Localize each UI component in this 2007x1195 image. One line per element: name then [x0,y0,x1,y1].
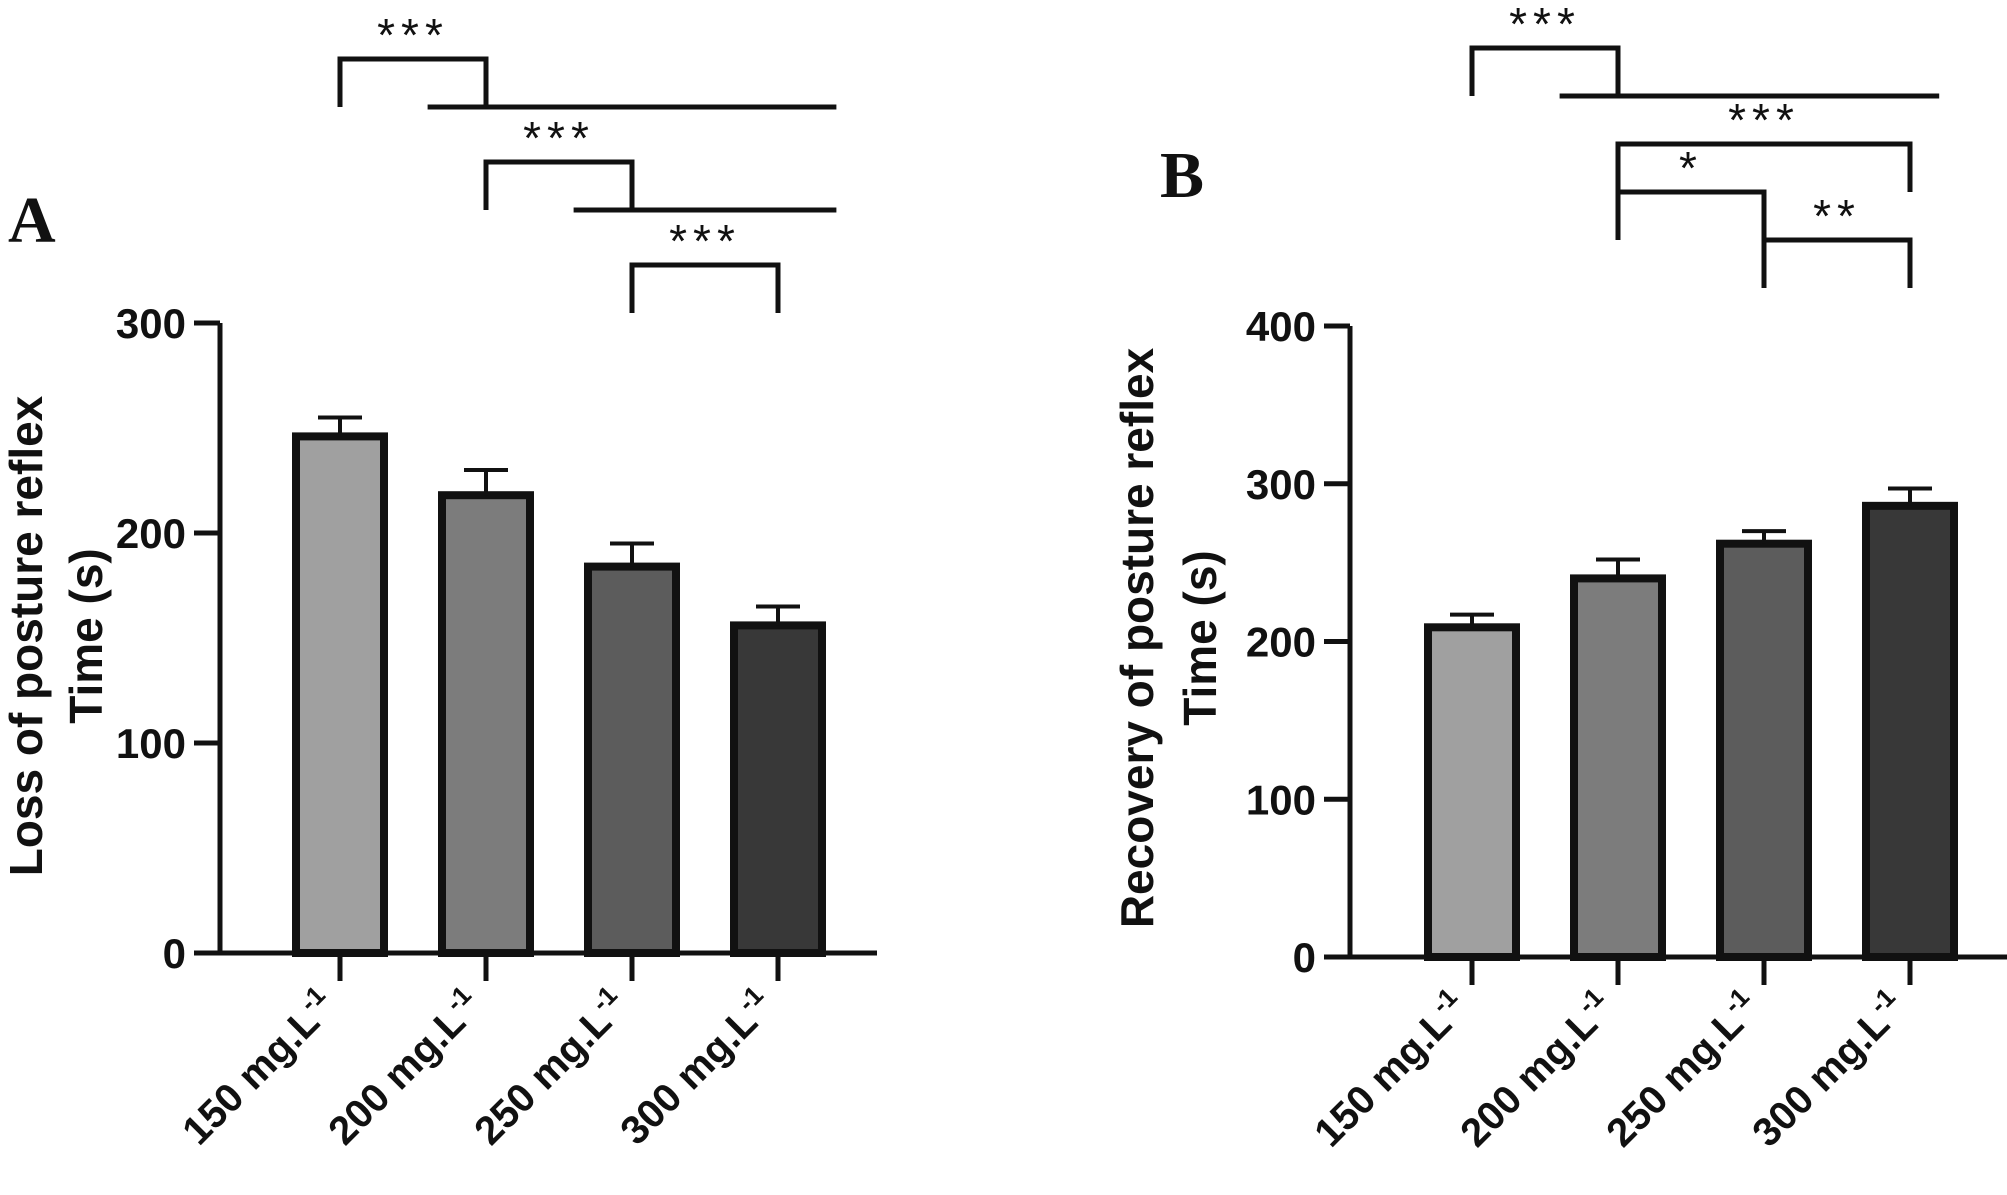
panel-b-category-label: 200 mg.L-1 [1449,982,1623,1156]
panel-b-y-axis-title-line: Recovery of posture reflex [1111,347,1163,928]
panel-b-significance-bracket [1615,189,1767,240]
panel-a-bar [438,491,534,957]
panel-b-chart: B 0 100 200 300 400 Recovery of posture reflex… [1111,0,2007,1155]
panel-a-y-tick-label: 0 [163,930,186,977]
panel-b-y-tick-label: 400 [1246,303,1316,350]
panel-b-significance-label: *** [1728,94,1800,146]
panel-a-significance-bracket [337,56,489,107]
panel-b-significance-label: ** [1813,190,1861,242]
panel-a-category-label: 300 mg.L-1 [609,980,783,1154]
panel-a-y-axis-title-line: Loss of posture reflex [0,395,52,876]
panel-b-significance-bracket [1615,141,1913,192]
panel-b-bar [1424,623,1520,961]
panel-a-y-axis-title-line: Time (s) [60,548,112,724]
panel-a-y-tick-label: 300 [116,300,186,347]
panel-a-significance-label: *** [377,9,449,61]
panel-b-category-label: 250 mg.L-1 [1595,982,1769,1156]
panel-b-y-tick-label: 100 [1246,776,1316,823]
panel-a-significance-label: *** [669,215,741,267]
panel-a-letter: A [8,184,56,257]
panel-b-significance-bracket [1469,45,1621,96]
panel-a-bar [584,562,680,957]
panel-b-y-axis-title-line: Time (s) [1174,550,1226,726]
panel-a-bar [730,621,826,958]
panel-a-category-label: 250 mg.L-1 [463,980,637,1154]
panel-b-category-label: 150 mg.L-1 [1303,982,1477,1156]
panel-a-category-label: 200 mg.L-1 [317,980,491,1154]
panel-a-chart: A 0 100 200 300 Loss of posture reflex Time (s… [0,9,877,1153]
panel-b-significance-bracket [1761,237,1913,288]
panel-a-significance-bracket [483,159,635,210]
panel-a-significance-label: *** [523,112,595,164]
panel-b-y-tick-label: 0 [1293,934,1316,981]
panel-b-significance-label: * [1679,142,1703,194]
panel-b-category-label: 300 mg.L-1 [1741,982,1915,1156]
panel-b-bar [1716,539,1812,961]
panel-a-y-tick-label: 100 [116,720,186,767]
panel-b-y-tick-label: 300 [1246,461,1316,508]
panel-b-bar [1570,574,1666,962]
panel-a-significance-bracket [629,262,781,313]
panel-a-category-label: 150 mg.L-1 [171,980,345,1154]
panel-a-y-tick-label: 200 [116,510,186,557]
panel-b-bar [1862,501,1958,961]
panel-b-letter: B [1160,139,1204,212]
panel-b-significance-label: *** [1509,0,1581,50]
panel-b-y-tick-label: 200 [1246,619,1316,666]
panel-a-bar [292,432,388,957]
